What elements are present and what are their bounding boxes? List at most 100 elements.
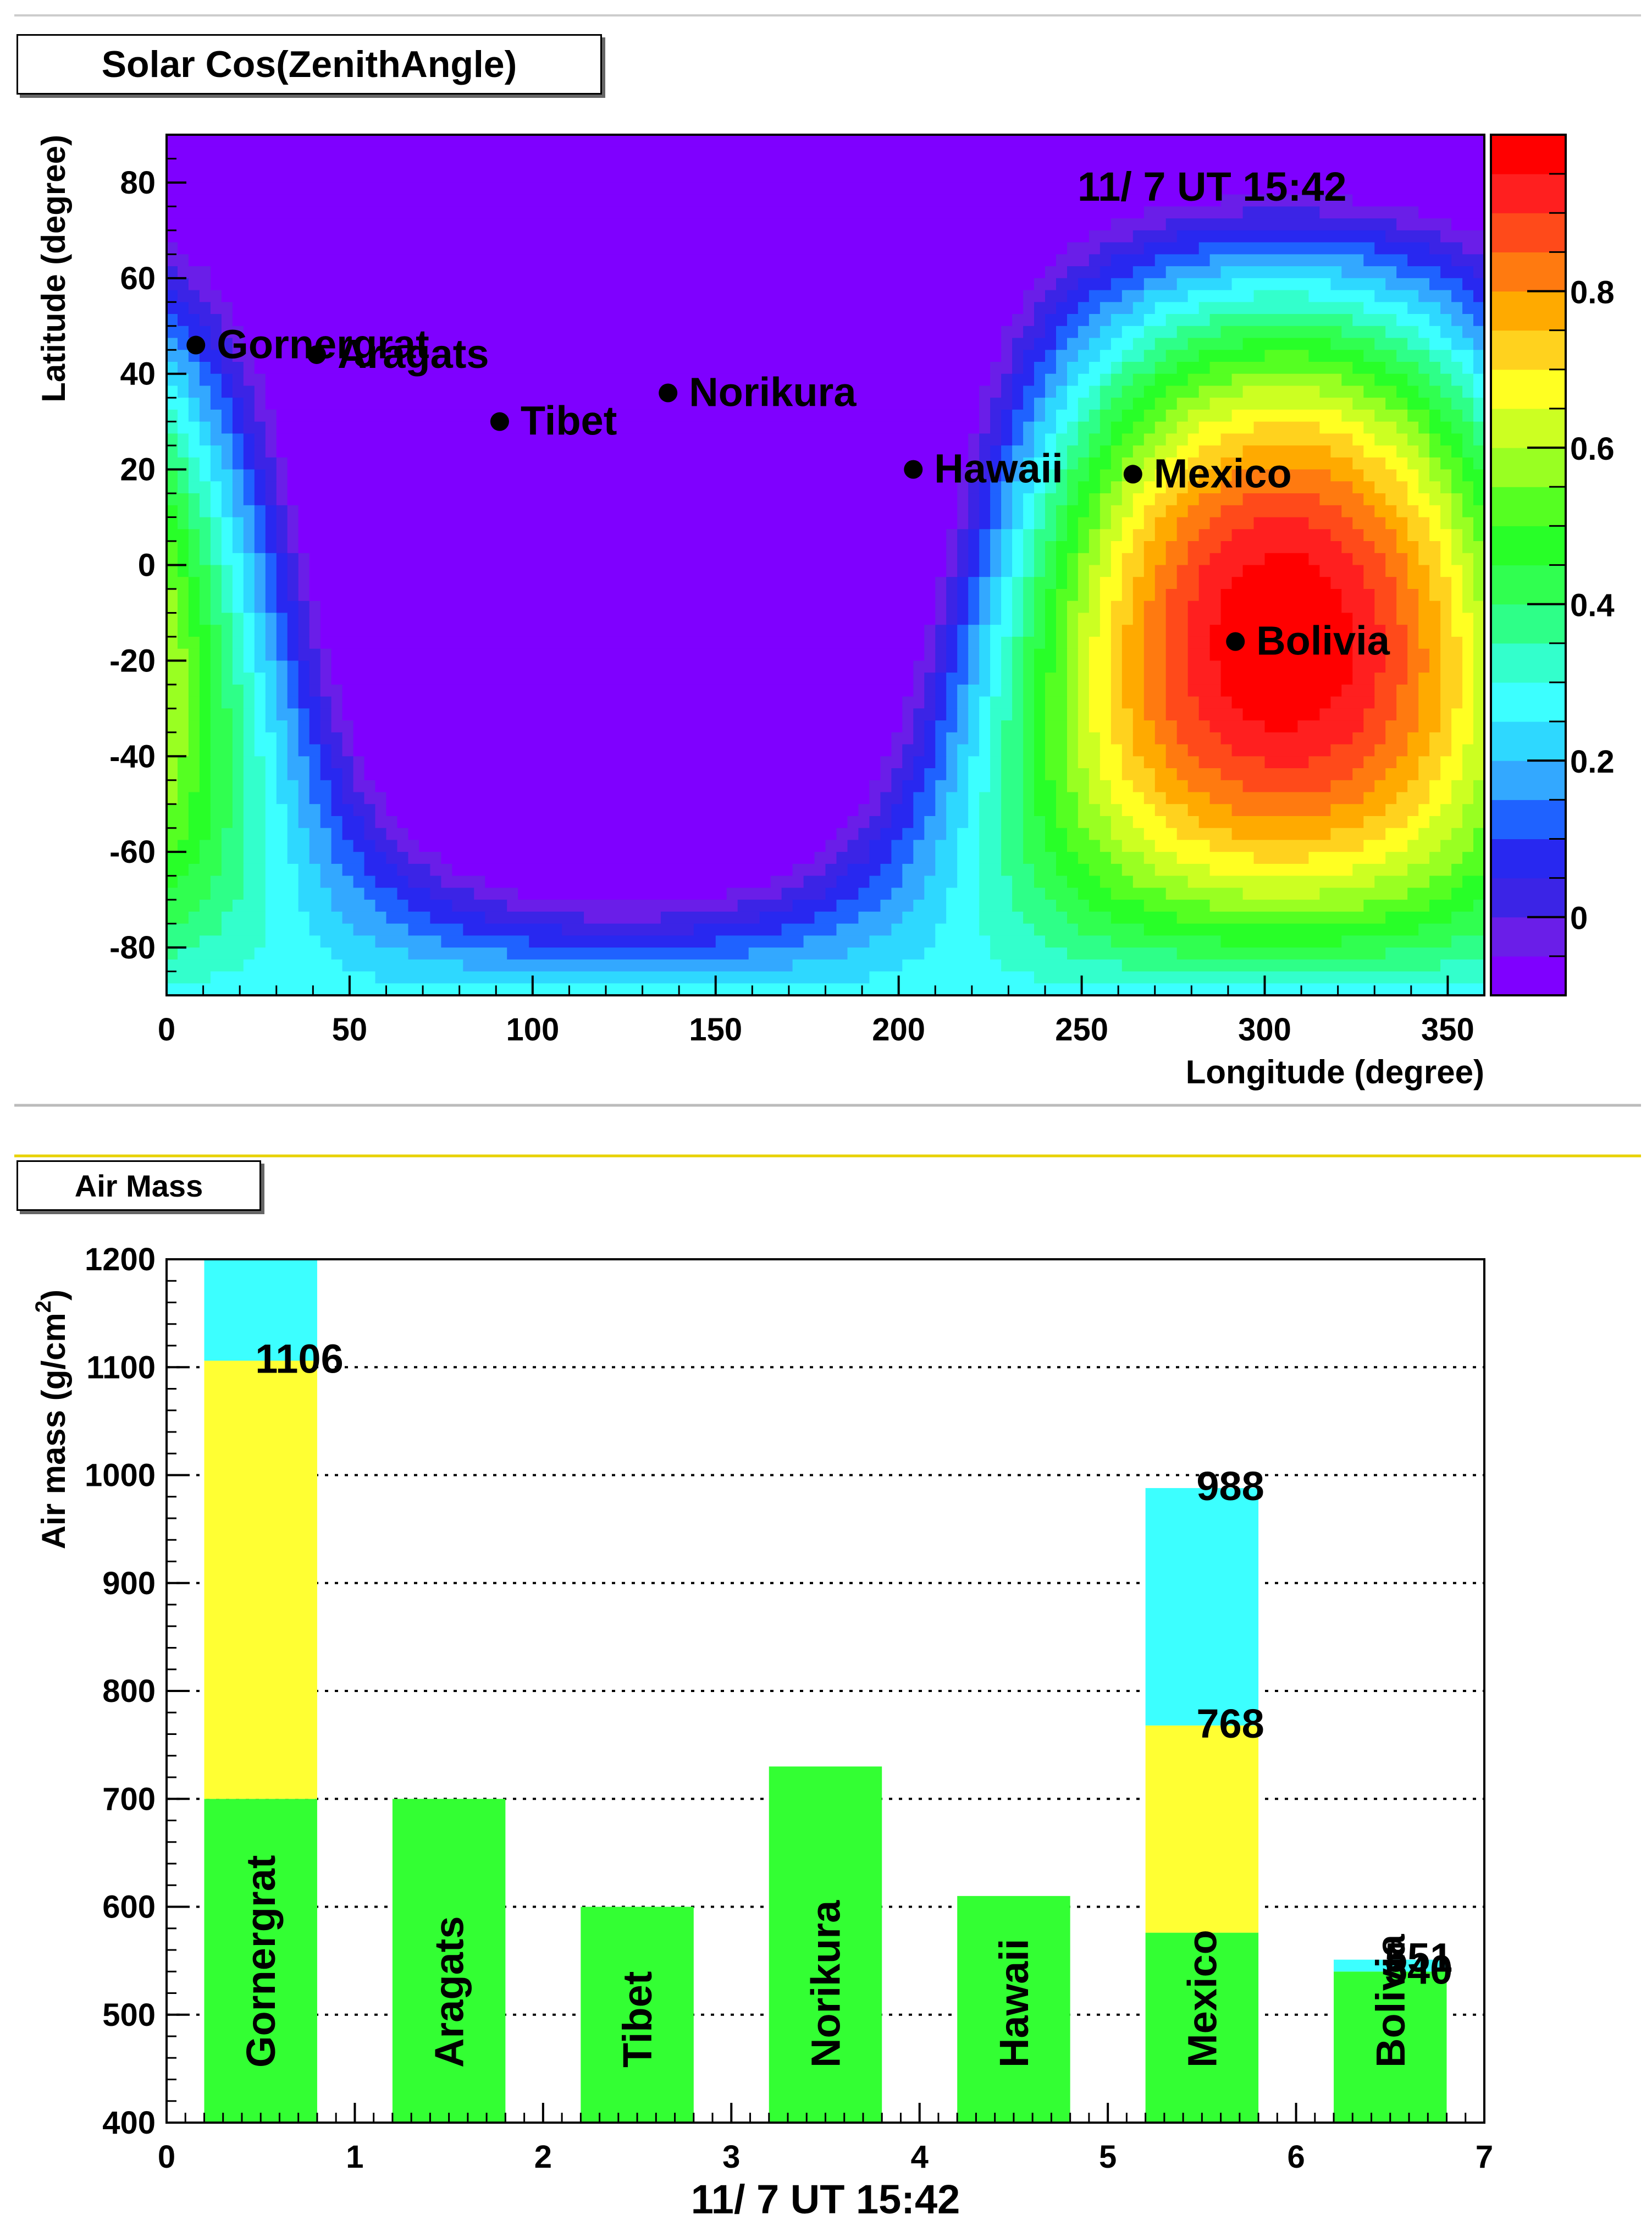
heatmap-cell xyxy=(199,768,211,781)
heatmap-cell xyxy=(660,911,760,924)
heatmap-cell xyxy=(1220,613,1353,625)
heatmap-cell xyxy=(1165,636,1189,649)
heatmap-cell xyxy=(1067,708,1079,721)
heatmap-cell xyxy=(1110,684,1123,697)
heatmap-cell xyxy=(1067,780,1090,793)
heatmap-cell xyxy=(1363,302,1408,315)
heatmap-cell xyxy=(1187,481,1222,494)
heatmap-cell xyxy=(957,636,969,649)
heatmap-cell xyxy=(1220,935,1342,948)
heatmap-cell xyxy=(199,505,211,518)
heatmap-cell xyxy=(1198,302,1364,315)
heatmap-cell xyxy=(979,660,991,673)
heatmap-cell xyxy=(1396,577,1408,589)
heatmap-cell xyxy=(210,636,222,649)
heatmap-cell xyxy=(342,684,914,697)
heatmap-cell xyxy=(1429,373,1452,386)
x-tick-label: 50 xyxy=(332,1012,368,1048)
heatmap-cell xyxy=(880,792,903,805)
heatmap-cell xyxy=(1110,720,1134,733)
heatmap-cell xyxy=(1330,696,1375,709)
heatmap-cell xyxy=(847,863,881,877)
heatmap-cell xyxy=(188,541,200,554)
heatmap-cell xyxy=(1330,445,1364,458)
heatmap-cell xyxy=(1034,481,1046,494)
heatmap-cell xyxy=(968,613,980,625)
heatmap-cell xyxy=(1100,421,1112,434)
heatmap-cell xyxy=(210,708,233,721)
heatmap-cell xyxy=(1034,398,1046,410)
heatmap-cell xyxy=(167,673,189,685)
heatmap-cell xyxy=(199,409,222,422)
heatmap-cell xyxy=(1176,732,1222,745)
colorbar-level xyxy=(1491,604,1566,644)
heatmap-cell xyxy=(968,708,980,721)
heatmap-cell xyxy=(1034,577,1057,589)
heatmap-cell xyxy=(1319,421,1364,434)
heatmap-cell xyxy=(1385,326,1419,339)
heatmap-cell xyxy=(1385,553,1408,566)
heatmap-cell xyxy=(232,457,244,470)
heatmap-cell xyxy=(1078,517,1101,530)
bar-segment xyxy=(581,1907,694,2123)
heatmap-cell xyxy=(935,577,947,589)
heatmap-cell xyxy=(188,708,200,721)
heatmap-cell xyxy=(1352,673,1375,685)
heatmap-cell xyxy=(913,732,925,745)
heatmap-cell xyxy=(1396,445,1419,458)
heatmap-cell xyxy=(1045,541,1057,554)
heatmap-cell xyxy=(1132,373,1156,386)
heatmap-cell xyxy=(1132,613,1145,625)
y-tick-label: 400 xyxy=(102,2105,156,2141)
heatmap-cell xyxy=(990,409,1002,422)
heatmap-cell xyxy=(1462,696,1474,709)
heatmap-cell xyxy=(935,732,947,745)
heatmap-cell xyxy=(1012,445,1035,458)
heatmap-cell xyxy=(1220,660,1353,673)
heatmap-cell xyxy=(167,888,211,900)
heatmap-cell xyxy=(1198,708,1244,721)
heatmap-cell xyxy=(210,673,222,685)
heatmap-cell xyxy=(858,911,903,924)
heatmap-cell xyxy=(178,541,189,554)
heatmap-cell xyxy=(178,421,200,434)
heatmap-cell xyxy=(1308,350,1364,362)
heatmap-cell xyxy=(1385,720,1419,733)
heatmap-cell xyxy=(474,888,518,900)
heatmap-cell xyxy=(276,481,288,494)
heatmap-cell xyxy=(221,290,1024,302)
heatmap-cell xyxy=(1407,840,1441,852)
heatmap-cell xyxy=(1341,600,1375,613)
x-tick-label: 6 xyxy=(1287,2139,1305,2175)
heatmap-cell xyxy=(968,816,980,829)
heatmap-cell xyxy=(254,732,277,745)
heatmap-cell xyxy=(331,648,925,661)
heatmap-cell xyxy=(199,493,211,506)
heatmap-cell xyxy=(1242,385,1320,398)
heatmap-cell xyxy=(1187,600,1222,613)
heatmap-cell xyxy=(1143,636,1167,649)
heatmap-cell xyxy=(946,708,958,721)
heatmap-cell xyxy=(243,600,255,613)
heatmap-cell xyxy=(1132,398,1156,410)
heatmap-cell xyxy=(1451,553,1474,566)
heatmap-cell xyxy=(814,852,837,864)
heatmap-cell xyxy=(979,457,991,470)
heatmap-cell xyxy=(298,648,321,661)
heatmap-cell xyxy=(167,266,178,279)
heatmap-cell xyxy=(1012,433,1024,446)
heatmap-cell xyxy=(1418,481,1441,494)
heatmap-cell xyxy=(979,398,991,410)
heatmap-cell xyxy=(1451,888,1485,900)
heatmap-cell xyxy=(1100,398,1112,410)
heatmap-cell xyxy=(1209,314,1353,327)
heatmap-cell xyxy=(1385,732,1408,745)
heatmap-cell xyxy=(1023,792,1035,805)
heatmap-cell xyxy=(353,804,376,817)
heatmap-cell xyxy=(979,828,1002,840)
heatmap-cell xyxy=(199,935,266,948)
bar-category-label: Hawaii xyxy=(991,1939,1037,2068)
heatmap-cell xyxy=(1023,529,1035,542)
heatmap-cell xyxy=(990,589,1002,602)
bar-category-label: Aragats xyxy=(427,1916,472,2068)
